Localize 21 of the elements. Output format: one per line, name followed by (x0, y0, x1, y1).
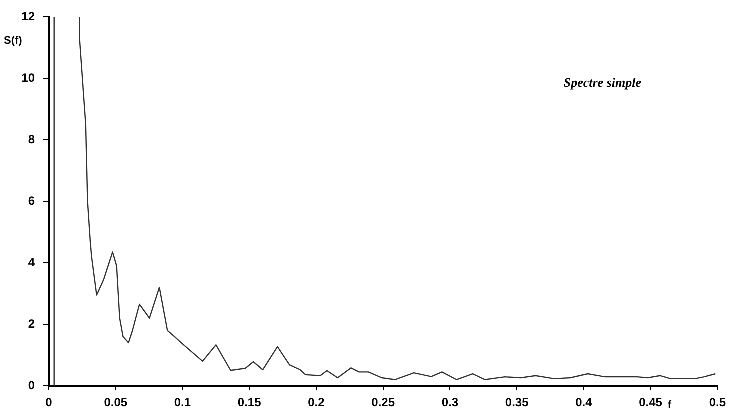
x-tick-label: 0.1 (174, 396, 192, 410)
x-tick-label: 0.35 (505, 396, 530, 410)
y-tick-label: 10 (22, 70, 36, 85)
x-tick-label: 0.4 (576, 396, 593, 410)
annotation: Spectre simple (564, 74, 642, 90)
x-tick-label: 0.3 (442, 396, 459, 410)
x-tick-label: 0.5 (709, 396, 726, 410)
x-tick-label: 0.2 (308, 396, 326, 410)
x-tick-label: 0.15 (238, 396, 262, 410)
y-tick-label: 6 (28, 194, 36, 208)
x-tick-label: 0.25 (372, 396, 396, 410)
x-tick-label: 0 (46, 396, 53, 410)
x-tick-label: 0.45 (639, 396, 663, 410)
y-tick-label: 2 (28, 316, 36, 331)
y-tick-label: 4 (28, 255, 36, 270)
y-tick-label: 0 (28, 378, 36, 392)
x-axis-title: f (668, 400, 672, 412)
y-axis-title: S(f) (4, 35, 23, 48)
x-tick-label: 0.05 (104, 396, 128, 410)
y-tick-label: 12 (22, 9, 36, 24)
y-tick-label: 8 (28, 132, 36, 146)
